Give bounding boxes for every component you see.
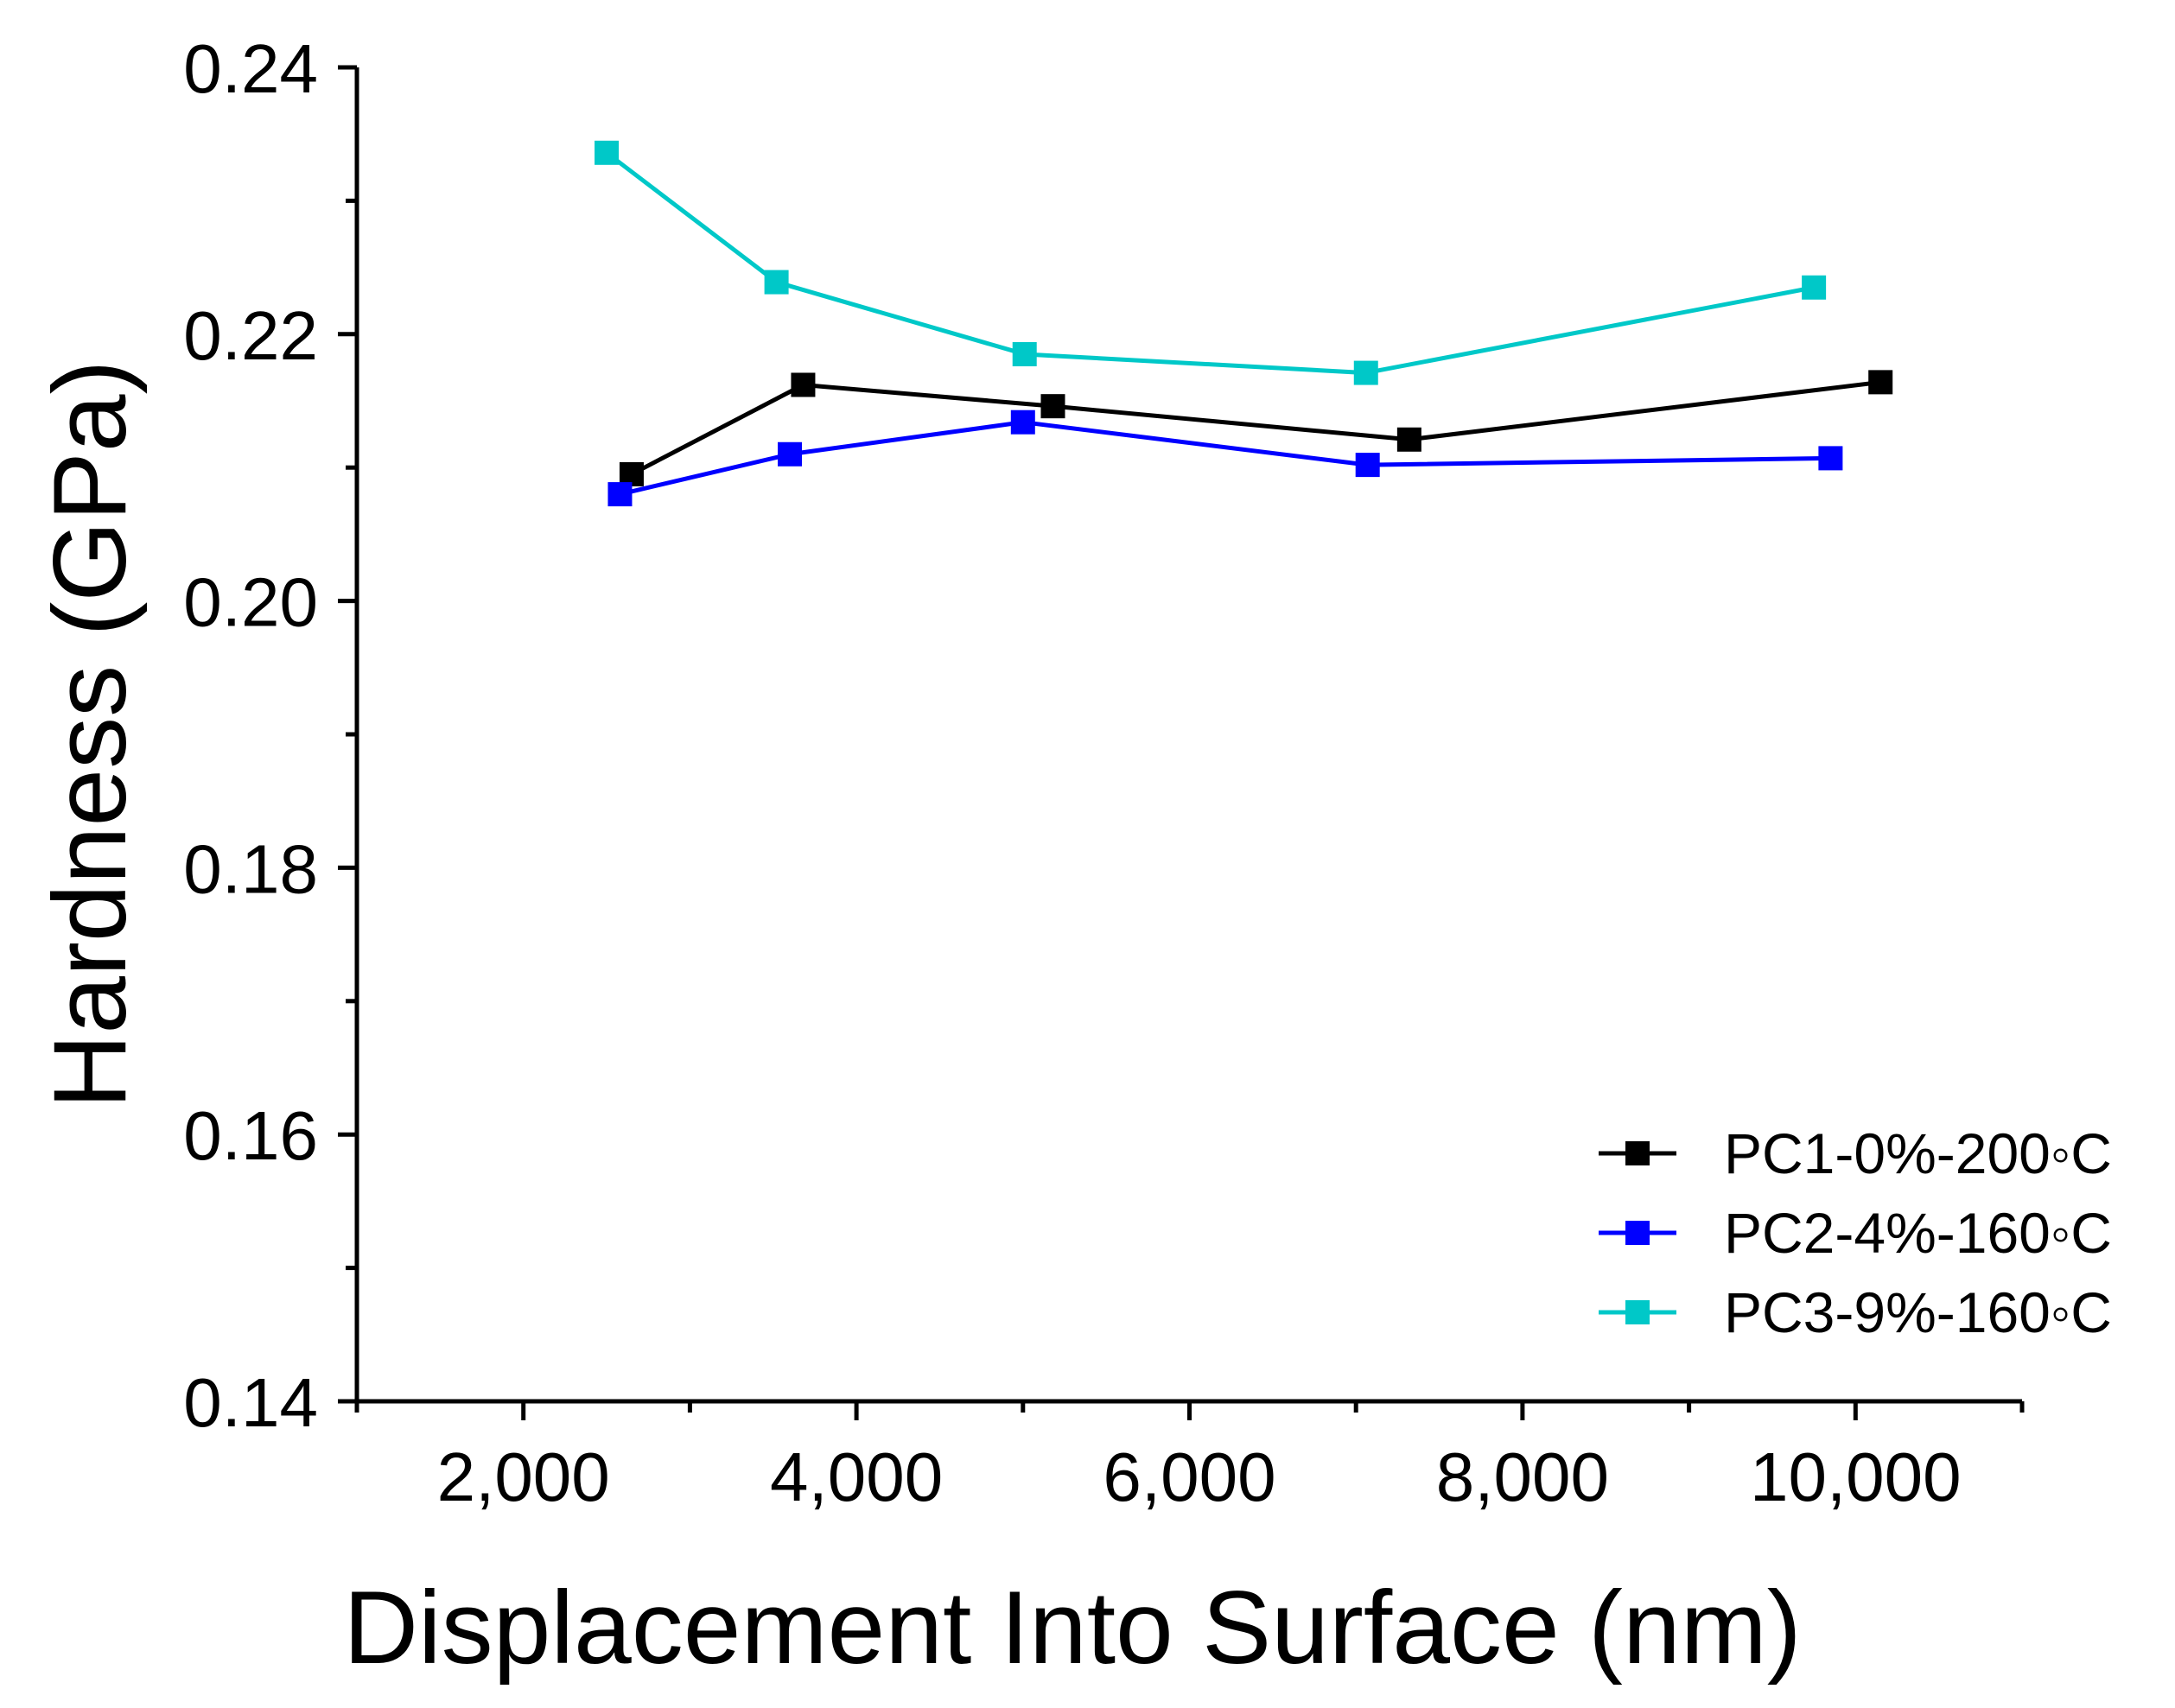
y-tick-label: 0.24: [183, 30, 318, 107]
series-2-point: [1355, 453, 1380, 478]
series-3-point: [764, 270, 789, 295]
legend-label-3: PC3-9%-160◦C: [1724, 1280, 2112, 1344]
series-2-point: [607, 482, 633, 507]
series-2-point: [1010, 410, 1035, 435]
y-axis-ticks: 0.14 0.16 0.18 0.20 0.22 0.24: [183, 30, 357, 1441]
series-3-point: [1802, 275, 1827, 300]
series-2-point: [778, 441, 803, 467]
series-3-point: [595, 140, 620, 165]
series-2-point: [1818, 446, 1843, 471]
x-tick-label: 10,000: [1750, 1438, 1962, 1515]
x-tick-label: 8,000: [1436, 1438, 1609, 1515]
legend-marker-2: [1625, 1221, 1650, 1245]
legend-label-1: PC1-0%-200◦C: [1724, 1121, 2112, 1185]
x-tick-label: 2,000: [437, 1438, 610, 1515]
series-1-point: [1396, 427, 1421, 452]
series-3-point: [1012, 341, 1037, 366]
y-axis-title: Hardness (GPa): [32, 360, 148, 1109]
x-tick-label: 6,000: [1103, 1438, 1275, 1515]
legend-label-2: PC2-4%-160◦C: [1724, 1201, 2112, 1265]
series-1-point: [791, 372, 816, 397]
y-tick-label: 0.14: [183, 1364, 318, 1441]
legend-marker-1: [1625, 1141, 1650, 1165]
x-axis-title: Displacement Into Surface (nm): [343, 1570, 1801, 1686]
y-tick-label: 0.22: [183, 297, 318, 374]
x-tick-label: 4,000: [770, 1438, 943, 1515]
y-tick-label: 0.16: [183, 1097, 318, 1174]
y-tick-label: 0.20: [183, 564, 318, 641]
legend: PC1-0%-200◦C PC2-4%-160◦C PC3-9%-160◦C: [1599, 1121, 2112, 1344]
series-1-point: [1040, 394, 1065, 419]
legend-marker-3: [1625, 1300, 1650, 1324]
x-axis-ticks: 2,000 4,000 6,000 8,000 10,000: [354, 1401, 2025, 1515]
series-3-point: [1353, 360, 1378, 385]
series-1-point: [1868, 370, 1893, 395]
series-layer: [595, 140, 1893, 507]
y-tick-label: 0.18: [183, 830, 318, 907]
